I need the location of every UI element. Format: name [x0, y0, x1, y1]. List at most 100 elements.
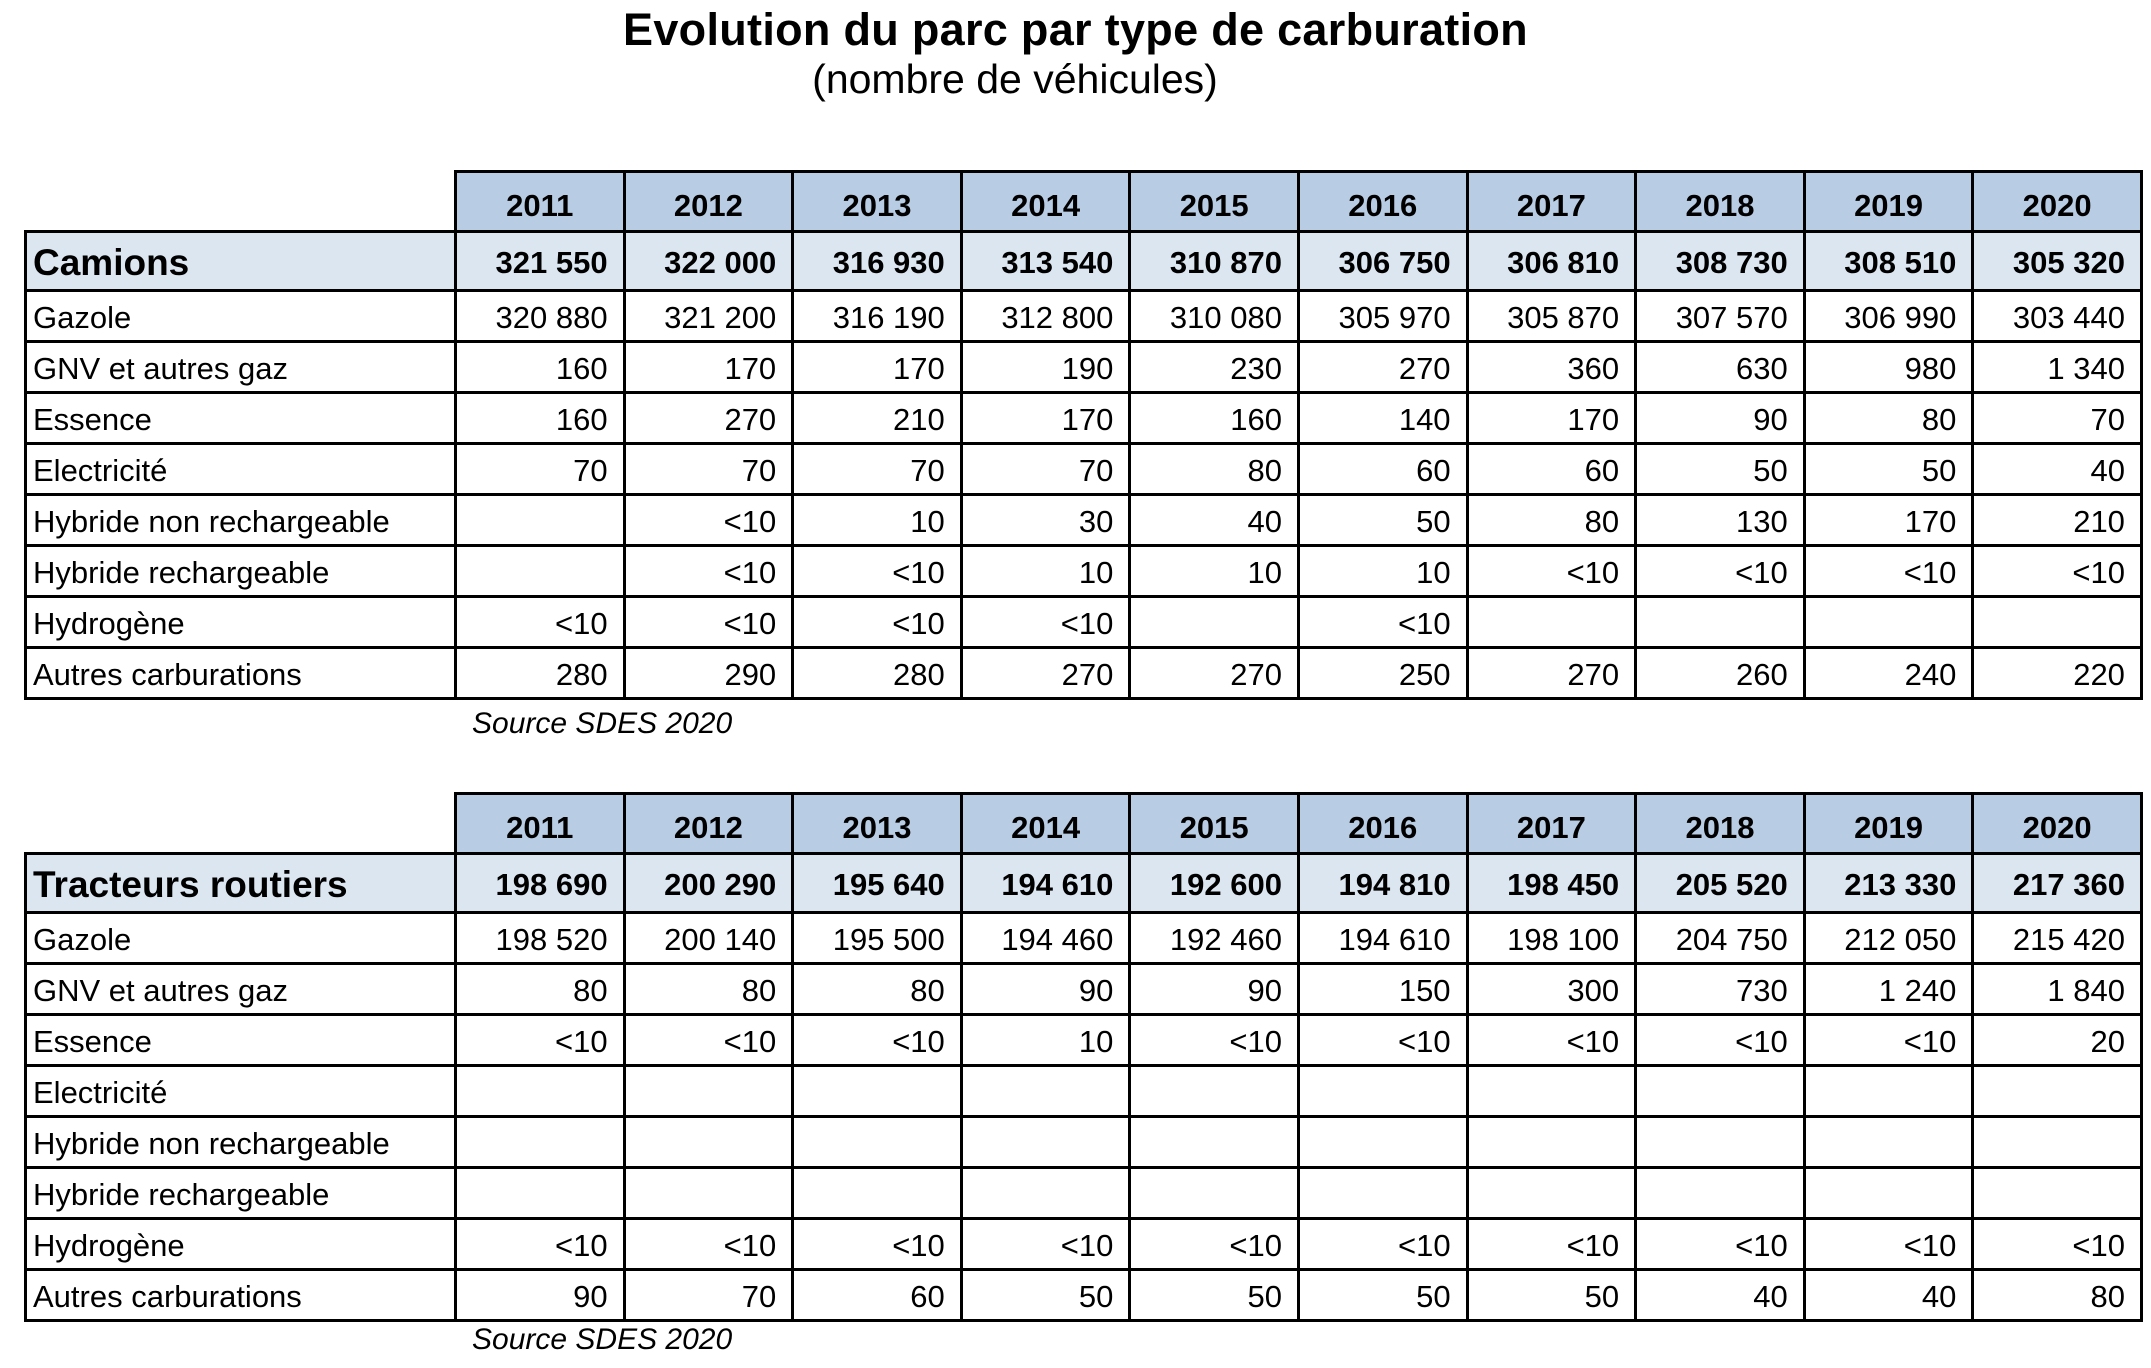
- year-header-cell: 2015: [1128, 170, 1300, 233]
- category-label: Tracteurs routiers: [24, 852, 457, 914]
- value-cell: [1971, 1166, 2143, 1220]
- value-cell: 312 800: [959, 289, 1132, 343]
- value-cell: 194 460: [959, 911, 1132, 965]
- year-header-cell: 2012: [622, 792, 795, 855]
- value-cell: <10: [1802, 544, 1975, 598]
- value-cell: 260: [1634, 646, 1806, 700]
- value-cell: 280: [454, 646, 626, 700]
- value-cell: 80: [622, 962, 795, 1016]
- value-cell: <10: [1465, 1013, 1638, 1067]
- value-cell: [1128, 1166, 1300, 1220]
- value-cell: 270: [1296, 340, 1469, 394]
- fuel-type-row: Hydrogène <10 <10 <10 <10 <10: [24, 595, 2143, 649]
- value-cell: 195 500: [791, 911, 963, 965]
- value-cell: 50: [1296, 1268, 1469, 1322]
- category-total-cell: 198 690: [454, 852, 626, 914]
- category-total-cell: 217 360: [1971, 852, 2143, 914]
- fuel-type-label: Hydrogène: [24, 1217, 457, 1271]
- value-cell: <10: [1296, 1013, 1469, 1067]
- fuel-type-label: Essence: [24, 1013, 457, 1067]
- value-cell: 90: [1128, 962, 1300, 1016]
- fuel-type-row: Essence <10 <10 <10 10 <10 <10 <10 <10 <10 20: [24, 1013, 2143, 1067]
- value-cell: 10: [959, 544, 1132, 598]
- value-cell: 198 100: [1465, 911, 1638, 965]
- year-header-cell: 2013: [791, 170, 963, 233]
- value-cell: [1802, 1166, 1975, 1220]
- year-header-row: 2011 2012 2013 2014 2015 2016 2017 2018 2019 2020: [25, 170, 2143, 233]
- value-cell: <10: [791, 1013, 963, 1067]
- value-cell: [1465, 1064, 1638, 1118]
- value-cell: [622, 1115, 795, 1169]
- value-cell: <10: [1634, 1013, 1806, 1067]
- value-cell: 212 050: [1802, 911, 1975, 965]
- value-cell: 290: [622, 646, 795, 700]
- fuel-type-row: Gazole 320 880 321 200 316 190 312 800 310 08…: [24, 289, 2143, 343]
- fuel-type-label: GNV et autres gaz: [24, 962, 457, 1016]
- value-cell: 316 190: [791, 289, 963, 343]
- year-header-cell: 2016: [1296, 170, 1469, 233]
- fuel-type-row: Autres carburations 280 290 280 270 270 250 270…: [24, 646, 2143, 700]
- value-cell: <10: [1296, 1217, 1469, 1271]
- category-total-row: Camions 321 550 322 000 316 930 313 540 310 8…: [24, 230, 2143, 292]
- value-cell: <10: [622, 493, 795, 547]
- value-cell: 215 420: [1971, 911, 2143, 965]
- value-cell: <10: [1465, 1217, 1638, 1271]
- value-cell: 305 870: [1465, 289, 1638, 343]
- category-total-cell: 194 810: [1296, 852, 1469, 914]
- fuel-type-label: Electricité: [24, 442, 457, 496]
- value-cell: 50: [959, 1268, 1132, 1322]
- fuel-type-label: Hybride non rechargeable: [24, 1115, 457, 1169]
- fuel-type-label: Hybride rechargeable: [24, 1166, 457, 1220]
- year-header-cell: 2018: [1634, 792, 1806, 855]
- fuel-type-row: Hybride rechargeable: [24, 1166, 2143, 1220]
- fuel-type-label: Electricité: [24, 1064, 457, 1118]
- category-total-cell: 306 750: [1296, 230, 1469, 292]
- category-total-cell: 308 730: [1634, 230, 1806, 292]
- year-header-cell: 2011: [454, 170, 626, 233]
- category-total-cell: 306 810: [1465, 230, 1638, 292]
- value-cell: 140: [1296, 391, 1469, 445]
- category-total-cell: 308 510: [1802, 230, 1975, 292]
- value-cell: 160: [454, 391, 626, 445]
- value-cell: <10: [791, 544, 963, 598]
- year-header-cell: 2014: [959, 170, 1132, 233]
- year-header-row: 2011 2012 2013 2014 2015 2016 2017 2018 2019 2020: [25, 792, 2143, 855]
- value-cell: 192 460: [1128, 911, 1300, 965]
- category-total-cell: 205 520: [1634, 852, 1806, 914]
- value-cell: [1634, 1166, 1806, 1220]
- value-cell: [1128, 595, 1300, 649]
- fuel-type-label: Autres carburations: [24, 1268, 457, 1322]
- value-cell: 90: [1634, 391, 1806, 445]
- value-cell: [1296, 1115, 1469, 1169]
- category-total-cell: 305 320: [1971, 230, 2143, 292]
- value-cell: 306 990: [1802, 289, 1975, 343]
- value-cell: 10: [791, 493, 963, 547]
- category-total-cell: 316 930: [791, 230, 963, 292]
- fuel-type-label: Gazole: [24, 289, 457, 343]
- value-cell: 280: [791, 646, 963, 700]
- value-cell: 307 570: [1634, 289, 1806, 343]
- value-cell: [454, 1115, 626, 1169]
- value-cell: 1 240: [1802, 962, 1975, 1016]
- header-corner-cell: [25, 171, 456, 233]
- year-header-cell: 2012: [622, 170, 795, 233]
- year-header-cell: 2018: [1634, 170, 1806, 233]
- fuel-type-label: GNV et autres gaz: [24, 340, 457, 394]
- year-header-cell: 2019: [1802, 792, 1975, 855]
- value-cell: 630: [1634, 340, 1806, 394]
- value-cell: <10: [1465, 544, 1638, 598]
- value-cell: [1465, 595, 1638, 649]
- road-tractors-table: 2011 2012 2013 2014 2015 2016 2017 2018 2019 2020…: [24, 792, 2143, 1322]
- value-cell: 160: [1128, 391, 1300, 445]
- value-cell: <10: [1128, 1013, 1300, 1067]
- value-cell: [1971, 1115, 2143, 1169]
- category-total-cell: 194 610: [959, 852, 1132, 914]
- fuel-type-label: Gazole: [24, 911, 457, 965]
- value-cell: 980: [1802, 340, 1975, 394]
- value-cell: [1802, 1115, 1975, 1169]
- value-cell: 70: [791, 442, 963, 496]
- value-cell: 210: [791, 391, 963, 445]
- value-cell: [791, 1115, 963, 1169]
- year-header-cell: 2011: [454, 792, 626, 855]
- year-header-cell: 2017: [1465, 792, 1638, 855]
